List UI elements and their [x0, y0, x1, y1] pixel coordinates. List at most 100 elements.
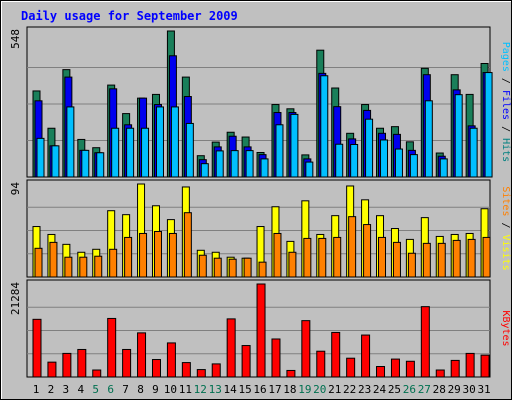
x-tick-label: 18 — [283, 383, 296, 396]
sites-bar-day-7 — [124, 236, 133, 278]
pages-bar-day-1 — [36, 137, 45, 178]
x-tick-label: 10 — [164, 383, 177, 396]
pages-bar-day-14 — [230, 150, 239, 178]
kbytes-bar-day-4 — [77, 348, 87, 378]
sites-bar-day-8 — [139, 232, 148, 278]
sites-bar-day-11 — [183, 212, 192, 278]
x-tick-label: 23 — [358, 383, 371, 396]
sites-bar-day-29 — [452, 239, 461, 278]
sites-bar-day-20 — [318, 237, 327, 278]
kbytes-bar-day-31 — [480, 354, 490, 378]
x-tick-label: 17 — [268, 383, 281, 396]
kbytes-bar-day-27 — [420, 306, 430, 378]
sites-bar-day-19 — [303, 237, 312, 278]
sites-bar-day-5 — [94, 255, 103, 278]
pages-bar-day-7 — [126, 127, 135, 178]
kbytes-bar-day-26 — [405, 360, 415, 378]
pages-bar-day-24 — [380, 139, 389, 178]
panel-top: 548 Pages / Files / Hits — [9, 26, 511, 178]
kbytes-bar-day-20 — [316, 350, 326, 378]
kbytes-bar-day-23 — [361, 334, 371, 378]
x-tick-label: 21 — [328, 383, 341, 396]
pages-bar-day-11 — [185, 122, 194, 178]
kbytes-bar-day-18 — [286, 369, 296, 378]
kbytes-bar-day-25 — [390, 358, 400, 378]
x-tick-label: 29 — [448, 383, 461, 396]
sites-bar-day-27 — [422, 242, 431, 278]
axis-max-label: 94 — [9, 182, 22, 196]
pages-bar-day-2 — [51, 145, 60, 178]
kbytes-bar-day-13 — [211, 363, 221, 378]
sites-bar-day-1 — [34, 247, 43, 278]
x-tick-label: 11 — [179, 383, 192, 396]
pages-bar-day-21 — [335, 143, 344, 178]
sites-bar-day-9 — [153, 230, 162, 278]
series-kbytes — [32, 283, 490, 378]
sites-bar-day-13 — [213, 257, 222, 278]
legend-label: / — [500, 72, 511, 90]
pages-bar-day-16 — [260, 158, 269, 178]
kbytes-bar-day-24 — [376, 366, 386, 378]
pages-bar-day-23 — [365, 118, 374, 178]
x-tick-label: 19 — [298, 383, 311, 396]
legend-label: Sites — [500, 186, 511, 216]
kbytes-bar-day-9 — [151, 359, 161, 378]
pages-bar-day-12 — [200, 163, 209, 178]
pages-bar-day-13 — [215, 150, 224, 178]
pages-bar-day-3 — [66, 106, 75, 178]
sites-bar-day-6 — [109, 248, 118, 278]
kbytes-bar-day-3 — [62, 352, 72, 378]
kbytes-bar-day-15 — [241, 345, 251, 378]
legend-middle: Sites / Visits — [500, 186, 511, 270]
x-tick-label: 8 — [137, 383, 144, 396]
x-tick-label: 14 — [224, 383, 238, 396]
x-tick-label: 24 — [373, 383, 387, 396]
x-tick-label: 9 — [152, 383, 159, 396]
pages-bar-day-25 — [394, 148, 403, 178]
pages-bar-day-22 — [350, 143, 359, 178]
legend-label: Hits — [500, 138, 511, 162]
pages-bar-day-17 — [275, 124, 284, 178]
kbytes-bar-day-30 — [465, 352, 475, 378]
kbytes-bar-day-14 — [226, 318, 236, 378]
x-tick-label: 15 — [238, 383, 251, 396]
x-tick-label: 25 — [388, 383, 401, 396]
x-tick-label: 2 — [48, 383, 55, 396]
pages-bar-day-6 — [111, 127, 120, 178]
x-tick-label: 7 — [122, 383, 129, 396]
x-tick-label: 31 — [477, 383, 490, 396]
x-tick-label: 28 — [433, 383, 446, 396]
x-tick-label: 30 — [463, 383, 476, 396]
legend-label: / — [500, 120, 511, 138]
sites-bar-day-21 — [333, 236, 342, 278]
sites-bar-day-22 — [348, 216, 357, 278]
x-tick-label: 5 — [92, 383, 99, 396]
sites-bar-day-14 — [228, 258, 237, 278]
sites-bar-day-10 — [168, 232, 177, 278]
kbytes-bar-day-16 — [256, 283, 266, 378]
kbytes-bar-day-7 — [122, 348, 132, 378]
legend-bottom: KBytes — [500, 310, 511, 346]
x-tick-label: 16 — [253, 383, 266, 396]
legend-top: Pages / Files / Hits — [500, 42, 511, 162]
x-tick-label: 27 — [418, 383, 431, 396]
kbytes-bar-day-28 — [435, 369, 445, 378]
x-tick-label: 4 — [77, 383, 84, 396]
panel-bottom: 21284 KBytes — [9, 279, 511, 378]
pages-bar-day-9 — [155, 106, 164, 178]
pages-bar-day-19 — [305, 161, 314, 178]
legend-label: KBytes — [500, 310, 511, 346]
series-pages — [36, 72, 493, 178]
sites-bar-day-31 — [482, 236, 491, 278]
legend-label: Files — [500, 90, 511, 120]
legend-label: Visits — [500, 235, 511, 271]
x-tick-label: 1 — [33, 383, 40, 396]
sites-bar-day-16 — [258, 261, 267, 278]
axis-max-label: 21284 — [9, 282, 22, 315]
pages-bar-day-10 — [170, 106, 179, 178]
kbytes-bar-day-5 — [92, 369, 102, 378]
pages-bar-day-18 — [290, 113, 299, 178]
sites-bar-day-26 — [407, 252, 416, 278]
kbytes-bar-day-8 — [137, 332, 147, 378]
